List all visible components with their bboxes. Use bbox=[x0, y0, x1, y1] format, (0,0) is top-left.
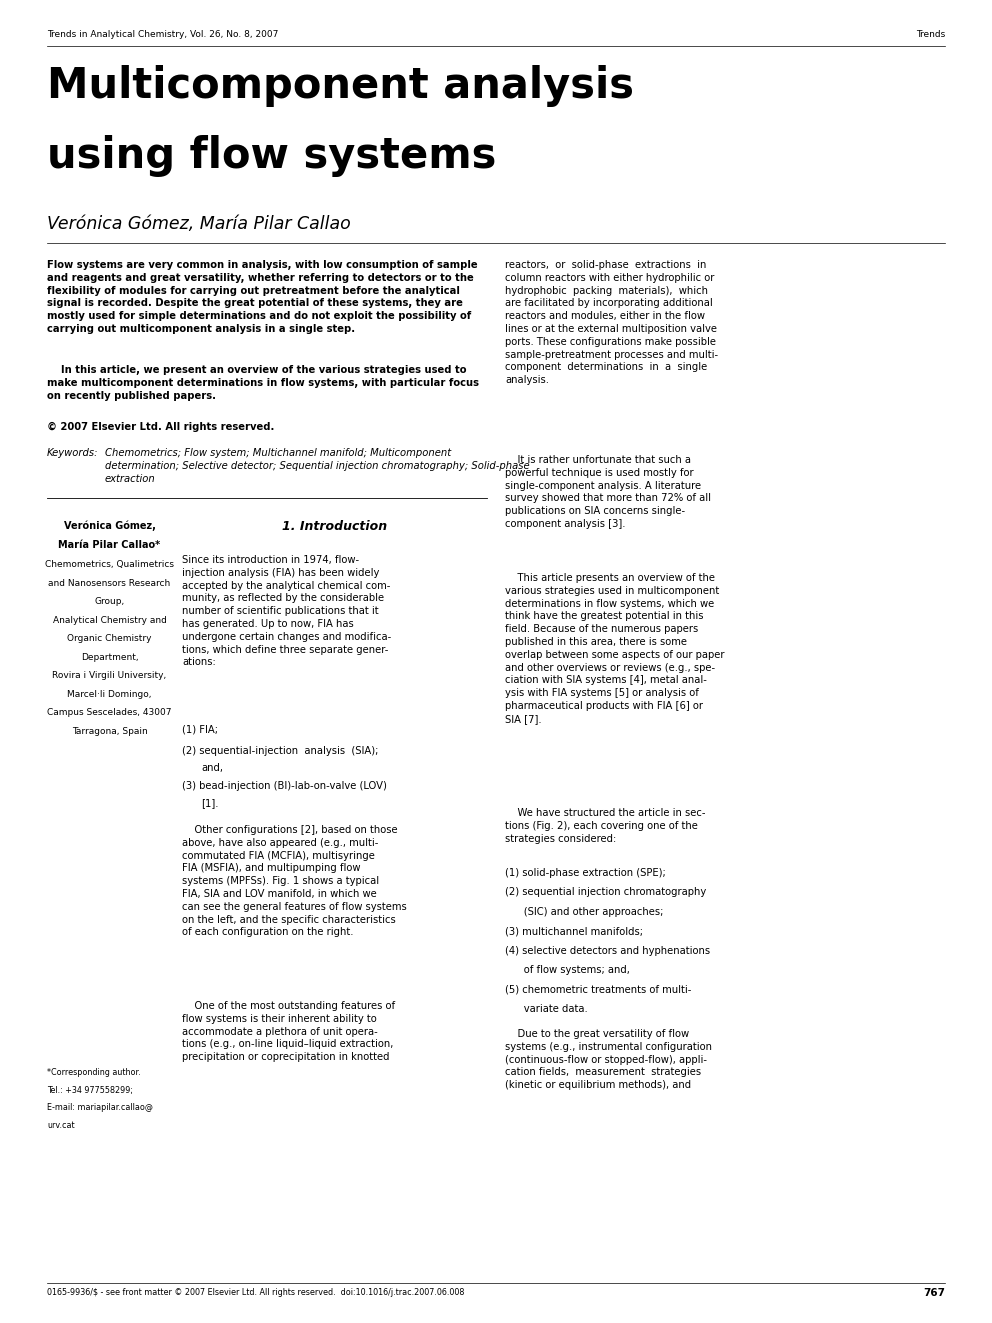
Text: Tarragona, Spain: Tarragona, Spain bbox=[71, 726, 148, 736]
Text: Department,: Department, bbox=[80, 652, 138, 662]
Text: Multicomponent analysis: Multicomponent analysis bbox=[47, 65, 634, 107]
Text: Tel.: +34 977558299;: Tel.: +34 977558299; bbox=[47, 1085, 133, 1094]
Text: Since its introduction in 1974, flow-
injection analysis (FIA) has been widely
a: Since its introduction in 1974, flow- in… bbox=[182, 556, 391, 667]
Text: Group,: Group, bbox=[94, 597, 125, 606]
Text: *Corresponding author.: *Corresponding author. bbox=[47, 1068, 141, 1077]
Text: (5) chemometric treatments of multi-: (5) chemometric treatments of multi- bbox=[505, 986, 691, 995]
Text: (3) multichannel manifolds;: (3) multichannel manifolds; bbox=[505, 926, 643, 937]
Text: It is rather unfortunate that such a
powerful technique is used mostly for
singl: It is rather unfortunate that such a pow… bbox=[505, 455, 711, 529]
Text: 0165-9936/$ - see front matter © 2007 Elsevier Ltd. All rights reserved.  doi:10: 0165-9936/$ - see front matter © 2007 El… bbox=[47, 1289, 464, 1297]
Text: reactors,  or  solid-phase  extractions  in
column reactors with either hydrophi: reactors, or solid-phase extractions in … bbox=[505, 261, 718, 385]
Text: Verónica Gómez,: Verónica Gómez, bbox=[63, 520, 156, 531]
Text: of flow systems; and,: of flow systems; and, bbox=[505, 966, 630, 975]
Text: © 2007 Elsevier Ltd. All rights reserved.: © 2007 Elsevier Ltd. All rights reserved… bbox=[47, 422, 275, 433]
Text: Organic Chemistry: Organic Chemistry bbox=[67, 634, 152, 643]
Text: Flow systems are very common in analysis, with low consumption of sample
and rea: Flow systems are very common in analysis… bbox=[47, 261, 477, 333]
Text: E-mail: mariapilar.callao@: E-mail: mariapilar.callao@ bbox=[47, 1103, 153, 1113]
Text: (SIC) and other approaches;: (SIC) and other approaches; bbox=[505, 908, 664, 917]
Text: Marcel·li Domingo,: Marcel·li Domingo, bbox=[67, 689, 152, 699]
Text: [1].: [1]. bbox=[201, 798, 218, 808]
Text: Chemometrics, Qualimetrics: Chemometrics, Qualimetrics bbox=[45, 560, 174, 569]
Text: Campus Sescelades, 43007: Campus Sescelades, 43007 bbox=[48, 708, 172, 717]
Text: (1) FIA;: (1) FIA; bbox=[182, 725, 218, 736]
Text: (3) bead-injection (BI)-lab-on-valve (LOV): (3) bead-injection (BI)-lab-on-valve (LO… bbox=[182, 781, 387, 791]
Text: Verónica Gómez, María Pilar Callao: Verónica Gómez, María Pilar Callao bbox=[47, 216, 351, 233]
Text: In this article, we present an overview of the various strategies used to
make m: In this article, we present an overview … bbox=[47, 365, 479, 401]
Text: Keywords:: Keywords: bbox=[47, 448, 98, 458]
Text: (1) solid-phase extraction (SPE);: (1) solid-phase extraction (SPE); bbox=[505, 868, 666, 878]
Text: This article presents an overview of the
various strategies used in multicompone: This article presents an overview of the… bbox=[505, 573, 724, 724]
Text: (2) sequential-injection  analysis  (SIA);: (2) sequential-injection analysis (SIA); bbox=[182, 745, 378, 755]
Text: Other configurations [2], based on those
above, have also appeared (e.g., multi-: Other configurations [2], based on those… bbox=[182, 826, 407, 938]
Text: Trends: Trends bbox=[916, 30, 945, 38]
Text: 767: 767 bbox=[923, 1289, 945, 1298]
Text: Due to the great versatility of flow
systems (e.g., instrumental configuration
(: Due to the great versatility of flow sys… bbox=[505, 1029, 712, 1090]
Text: We have structured the article in sec-
tions (Fig. 2), each covering one of the
: We have structured the article in sec- t… bbox=[505, 808, 705, 844]
Text: (4) selective detectors and hyphenations: (4) selective detectors and hyphenations bbox=[505, 946, 710, 957]
Text: and Nanosensors Research: and Nanosensors Research bbox=[49, 578, 171, 587]
Text: (2) sequential injection chromatography: (2) sequential injection chromatography bbox=[505, 888, 706, 897]
Text: and,: and, bbox=[201, 763, 223, 773]
Text: Rovira i Virgili University,: Rovira i Virgili University, bbox=[53, 671, 167, 680]
Text: María Pilar Callao*: María Pilar Callao* bbox=[59, 540, 161, 549]
Text: 1. Introduction: 1. Introduction bbox=[282, 520, 387, 533]
Text: variate data.: variate data. bbox=[505, 1004, 587, 1015]
Text: Chemometrics; Flow system; Multichannel manifold; Multicomponent
determination; : Chemometrics; Flow system; Multichannel … bbox=[105, 448, 530, 484]
Text: using flow systems: using flow systems bbox=[47, 135, 496, 177]
Text: One of the most outstanding features of
flow systems is their inherent ability t: One of the most outstanding features of … bbox=[182, 1002, 395, 1062]
Text: Analytical Chemistry and: Analytical Chemistry and bbox=[53, 615, 167, 624]
Text: Trends in Analytical Chemistry, Vol. 26, No. 8, 2007: Trends in Analytical Chemistry, Vol. 26,… bbox=[47, 30, 279, 38]
Text: urv.cat: urv.cat bbox=[47, 1121, 74, 1130]
